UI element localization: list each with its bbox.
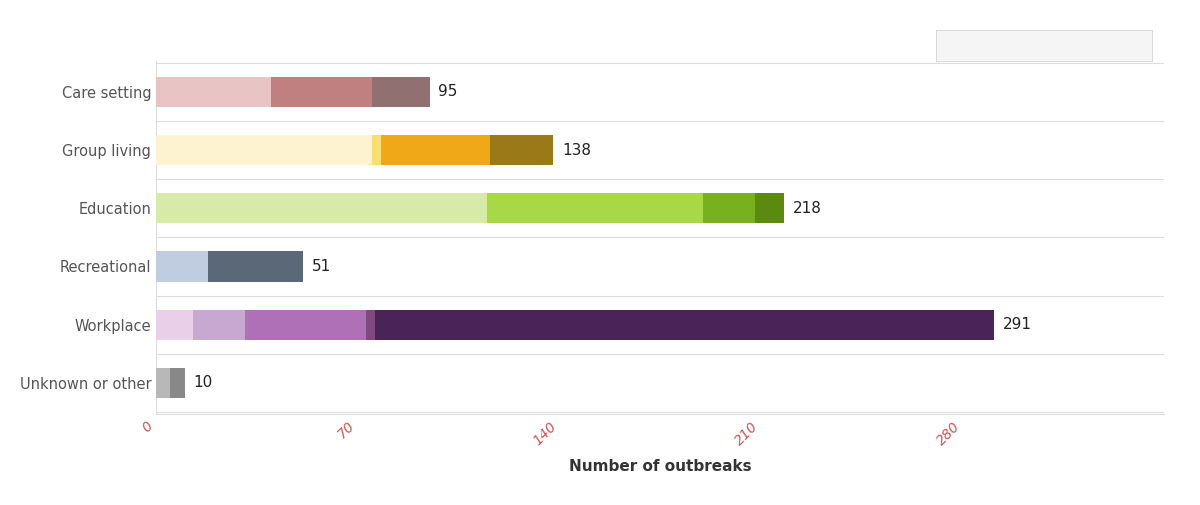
Text: 95: 95	[438, 84, 457, 99]
Text: 10: 10	[193, 375, 212, 390]
Bar	[372, 77, 430, 107]
Bar	[366, 310, 374, 340]
Bar	[380, 135, 490, 165]
Bar	[156, 135, 372, 165]
Bar	[755, 193, 784, 223]
Text: 51: 51	[312, 259, 331, 274]
Bar	[490, 135, 553, 165]
Bar	[374, 310, 994, 340]
Bar	[208, 251, 302, 282]
Bar	[372, 135, 380, 165]
Bar	[170, 368, 185, 398]
Bar	[156, 310, 193, 340]
Bar	[271, 77, 372, 107]
Bar	[703, 193, 755, 223]
Text: 138: 138	[562, 142, 592, 158]
Bar	[193, 310, 245, 340]
X-axis label: Number of outbreaks: Number of outbreaks	[569, 459, 751, 474]
Bar	[156, 251, 208, 282]
Bar	[487, 193, 703, 223]
Bar	[156, 368, 170, 398]
Bar	[245, 310, 366, 340]
Bar	[156, 193, 487, 223]
Bar	[156, 77, 271, 107]
Text: 291: 291	[1003, 317, 1032, 332]
Text: 218: 218	[792, 201, 821, 216]
